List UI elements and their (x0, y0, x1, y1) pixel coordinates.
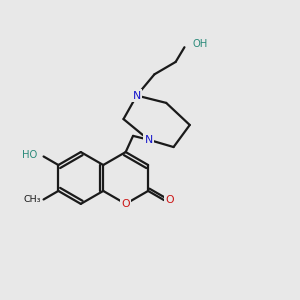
Text: N: N (144, 135, 153, 145)
Text: HO: HO (22, 150, 37, 160)
Text: O: O (165, 195, 173, 205)
Text: OH: OH (193, 39, 208, 49)
Text: O: O (122, 199, 130, 209)
Text: CH₃: CH₃ (23, 195, 40, 204)
Text: N: N (133, 91, 141, 100)
